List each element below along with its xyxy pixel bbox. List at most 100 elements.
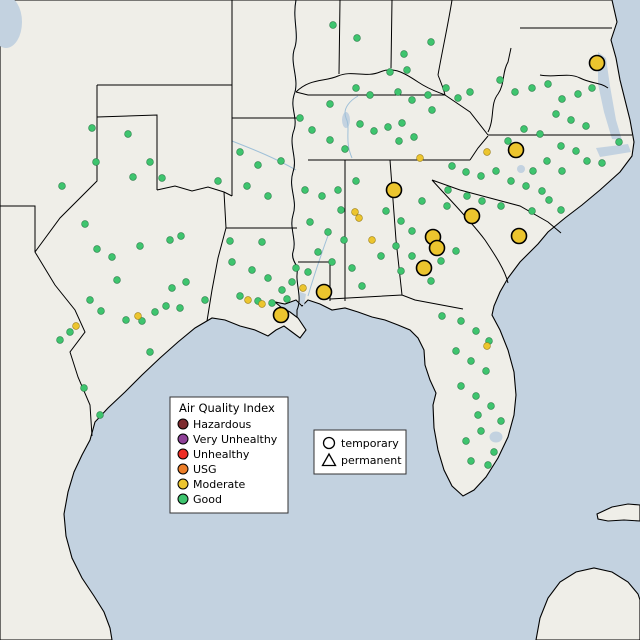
swatch-moderate [177, 478, 189, 490]
station-good [511, 88, 519, 96]
station-good [528, 207, 536, 215]
station-good [352, 84, 360, 92]
station-good [264, 274, 272, 282]
station-moderate [134, 312, 142, 320]
station-good [558, 95, 566, 103]
station-good [588, 84, 596, 92]
stations-good [56, 21, 623, 469]
label-unhealthy: Unhealthy [193, 448, 250, 461]
station-good [97, 307, 105, 315]
station-good [334, 186, 342, 194]
station-good [306, 218, 314, 226]
station-good [484, 461, 492, 469]
station-good [353, 34, 361, 42]
station-good [467, 457, 475, 465]
station-good [258, 238, 266, 246]
station-good [129, 173, 137, 181]
cuba-land [596, 503, 640, 522]
label-permanent: permanent [341, 454, 402, 467]
station-good [318, 192, 326, 200]
station-good [301, 186, 309, 194]
station-good [80, 384, 88, 392]
station-good [314, 248, 322, 256]
station-good [490, 448, 498, 456]
station-good [552, 110, 560, 118]
station-good [304, 268, 312, 276]
swatch-usg [177, 463, 189, 475]
station-good [228, 258, 236, 266]
station-good [520, 125, 528, 133]
station-good [254, 161, 262, 169]
station-good [408, 252, 416, 260]
station-good [497, 202, 505, 210]
station-good [463, 192, 471, 200]
station-moderate [483, 148, 491, 156]
station-good [477, 172, 485, 180]
pamlico-sound [596, 144, 631, 157]
station-good [478, 197, 486, 205]
station-good [92, 158, 100, 166]
station-good [536, 130, 544, 138]
station-good [326, 100, 334, 108]
temporary-symbol-icon [322, 436, 336, 450]
station-good [466, 88, 474, 96]
swatch-unhealthy [177, 448, 189, 460]
station-good [477, 427, 485, 435]
station-good [482, 367, 490, 375]
lake-northwest [0, 0, 22, 48]
station-good [457, 317, 465, 325]
arkansas-river [231, 140, 297, 171]
station-good [454, 94, 462, 102]
station-good [122, 316, 130, 324]
lake-okeechobee [489, 431, 503, 443]
station-good [428, 106, 436, 114]
station-good [340, 236, 348, 244]
station-good [504, 137, 512, 145]
station-moderate [507, 141, 525, 159]
station-good [136, 242, 144, 250]
station-moderate [416, 154, 424, 162]
station-good [397, 267, 405, 275]
station-good [427, 38, 435, 46]
yucatan-land [535, 567, 640, 640]
station-good [572, 147, 580, 155]
station-good [398, 119, 406, 127]
station-good [308, 126, 316, 134]
station-good [438, 312, 446, 320]
station-good [283, 295, 291, 303]
station-moderate [510, 227, 528, 245]
station-good [472, 392, 480, 400]
station-good [370, 127, 378, 135]
station-good [544, 80, 552, 88]
tennessee-river [344, 95, 359, 159]
station-good [418, 197, 426, 205]
station-good [226, 237, 234, 245]
station-good [292, 264, 300, 272]
station-good [538, 187, 546, 195]
station-good [397, 217, 405, 225]
station-good [497, 417, 505, 425]
station-good [395, 137, 403, 145]
station-good [278, 286, 286, 294]
station-good [583, 157, 591, 165]
swatch-very-unhealthy [177, 433, 189, 445]
label-hazardous: Hazardous [193, 418, 252, 431]
station-good [243, 182, 251, 190]
station-good [522, 182, 530, 190]
station-good [529, 167, 537, 175]
station-good [66, 328, 74, 336]
station-good [582, 122, 590, 130]
station-good [492, 167, 500, 175]
station-good [558, 167, 566, 175]
stations-moderate_temporary [272, 54, 606, 324]
station-good [177, 232, 185, 240]
station-good [598, 159, 606, 167]
station-good [81, 220, 89, 228]
station-good [182, 278, 190, 286]
swatch-hazardous [177, 418, 189, 430]
station-good [146, 348, 154, 356]
station-good [86, 296, 94, 304]
permanent-symbol-icon [321, 452, 337, 467]
swatch-good [177, 493, 189, 505]
station-good [236, 148, 244, 156]
